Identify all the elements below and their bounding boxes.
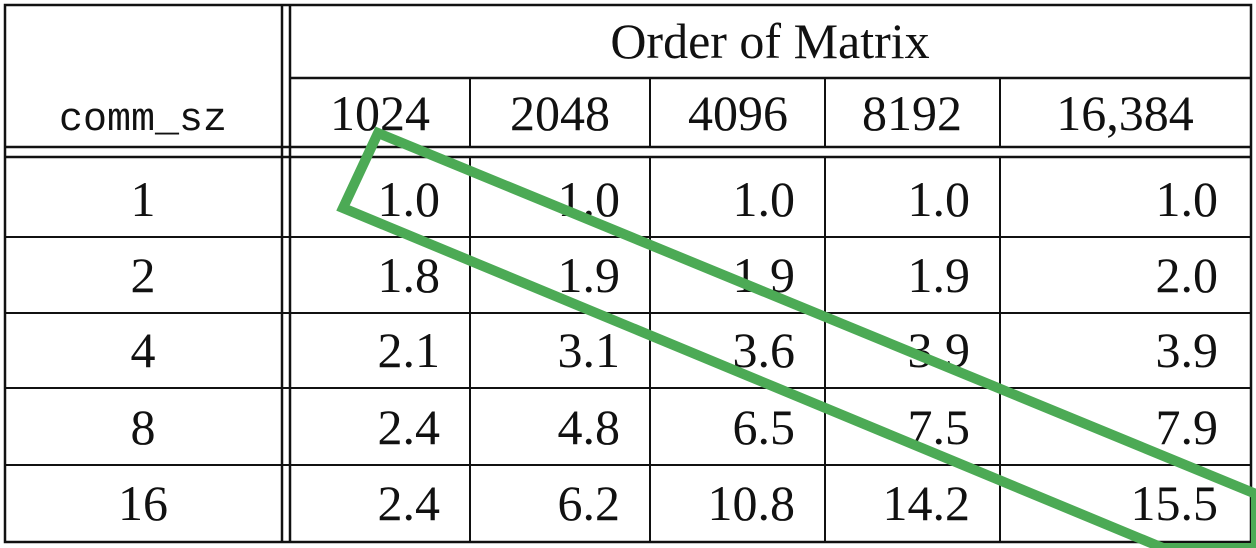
row-header-cell: 8 (131, 399, 156, 455)
table-cell: 1.0 (908, 171, 971, 227)
table-cell: 2.1 (378, 322, 441, 378)
row-header-cell: 4 (131, 322, 156, 378)
table-cell: 1.0 (733, 171, 796, 227)
column-header: 16,384 (1056, 85, 1194, 141)
table-cell: 1.9 (908, 247, 971, 303)
table-cell: 1.9 (558, 247, 621, 303)
table-cell: 2.0 (1156, 247, 1219, 303)
group-header: Order of Matrix (610, 13, 929, 69)
table-outline (3, 3, 1253, 544)
table-cell: 7.9 (1156, 399, 1219, 455)
column-header: 8192 (862, 85, 962, 141)
table-cell: 6.5 (733, 399, 796, 455)
row-header-cell: 16 (118, 475, 168, 531)
table-cell: 2.4 (378, 475, 441, 531)
table-cell: 3.9 (1156, 322, 1219, 378)
table-cell: 2.4 (378, 399, 441, 455)
table-cell: 6.2 (558, 475, 621, 531)
table-cell: 4.8 (558, 399, 621, 455)
column-header: 2048 (510, 85, 610, 141)
table-cell: 10.8 (708, 475, 796, 531)
row-header-cell: 1 (131, 171, 156, 227)
table-borders (3, 3, 1253, 544)
column-header: 4096 (688, 85, 788, 141)
table-cell: 15.5 (1131, 475, 1219, 531)
table-cell: 14.2 (883, 475, 971, 531)
table-cell: 1.0 (378, 171, 441, 227)
row-header-label: comm_sz (59, 98, 227, 143)
diagonal-highlight-box (336, 126, 1256, 548)
table-cell: 3.1 (558, 322, 621, 378)
table-cell: 1.8 (378, 247, 441, 303)
table-cell: 1.0 (1156, 171, 1219, 227)
row-header-cell: 2 (131, 247, 156, 303)
